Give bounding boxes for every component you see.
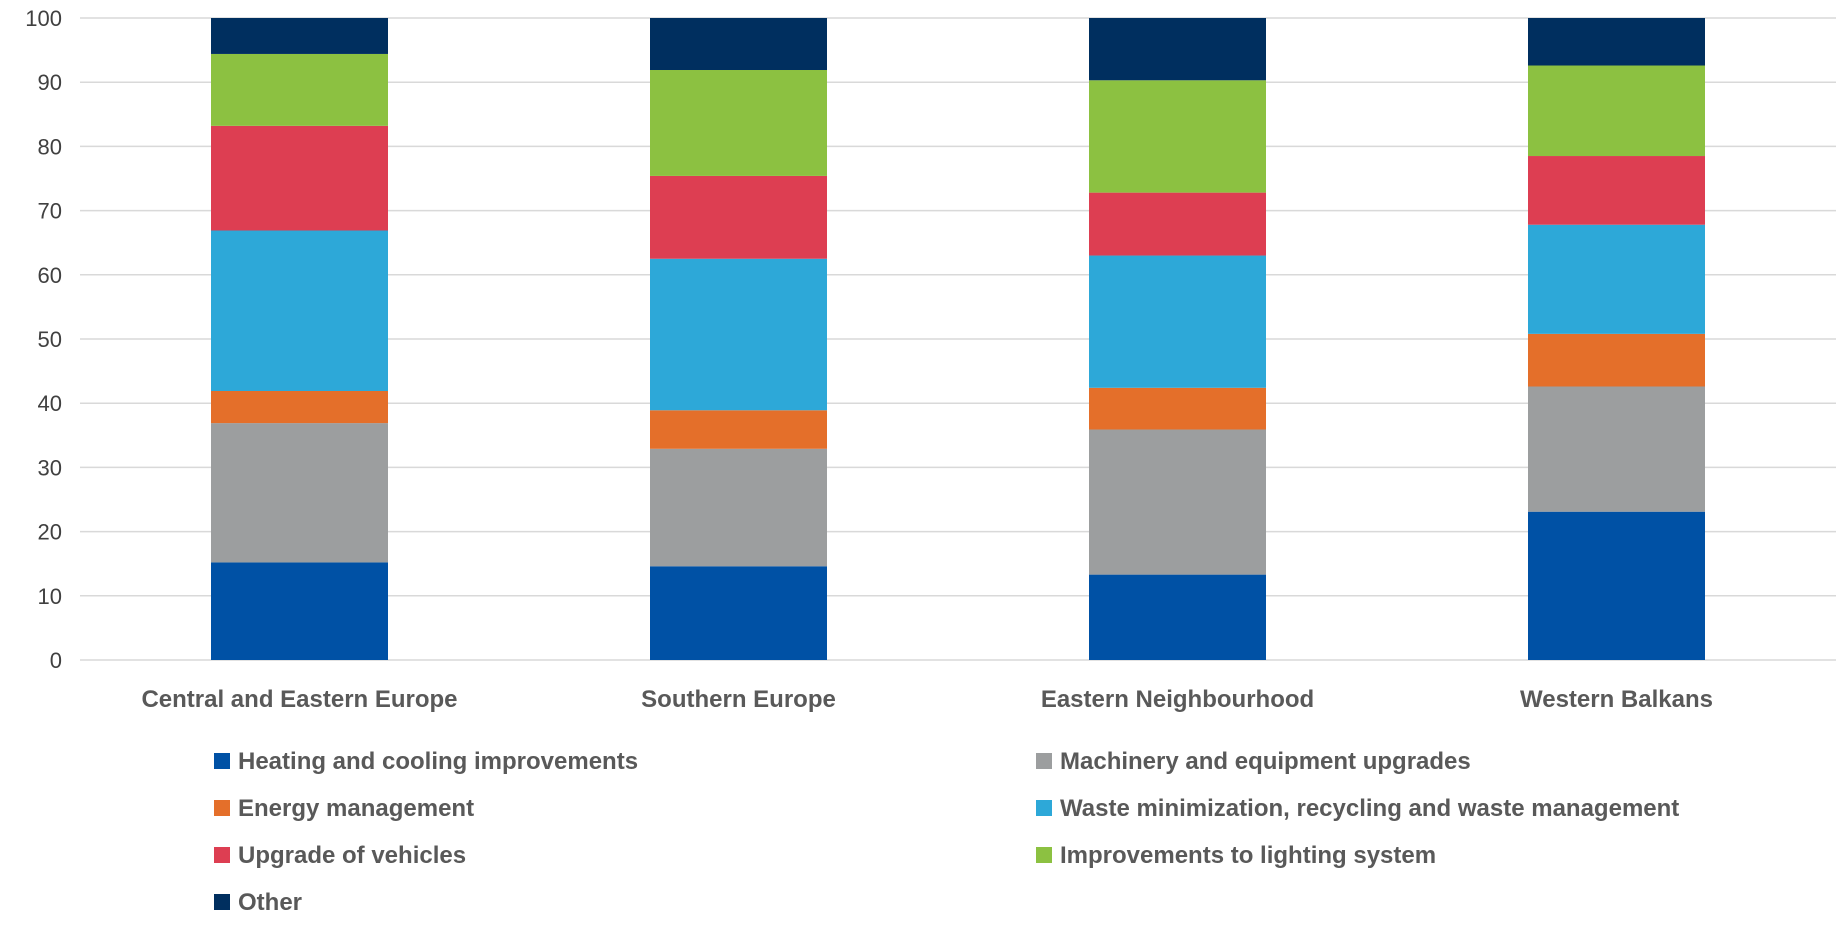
- legend-label: Waste minimization, recycling and waste …: [1060, 795, 1679, 822]
- bar-segment: [1528, 65, 1705, 157]
- legend-swatch: [1036, 800, 1052, 816]
- bar-segment: [650, 410, 827, 449]
- legend-label: Upgrade of vehicles: [238, 842, 466, 869]
- legend-swatch: [214, 847, 230, 863]
- bar-segment: [1089, 192, 1266, 256]
- bar-segment: [1089, 80, 1266, 193]
- bar-segment: [1528, 511, 1705, 660]
- bar-segment: [1089, 255, 1266, 388]
- bar-segment: [211, 423, 388, 563]
- legend: Heating and cooling improvements Machiner…: [214, 748, 1679, 916]
- x-category-label: Southern Europe: [641, 686, 836, 713]
- y-tick-label: 30: [38, 455, 62, 480]
- y-axis: 0 10 20 30 40 50 60 70 80 90 100: [25, 6, 62, 673]
- bar-segment: [1528, 224, 1705, 334]
- x-category-label: Eastern Neighbourhood: [1041, 686, 1314, 713]
- bar-segment: [650, 70, 827, 176]
- legend-swatch: [214, 894, 230, 910]
- x-category-label: Western Balkans: [1520, 686, 1713, 713]
- y-tick-label: 40: [38, 391, 62, 416]
- bar-segment: [650, 18, 827, 71]
- legend-swatch: [1036, 753, 1052, 769]
- bar-segment: [650, 258, 827, 411]
- bar-segment: [1089, 429, 1266, 575]
- legend-swatch: [214, 800, 230, 816]
- legend-swatch: [214, 753, 230, 769]
- legend-label: Heating and cooling improvements: [238, 748, 638, 775]
- x-axis: Central and Eastern Europe Southern Europ…: [141, 686, 1713, 713]
- legend-label: Other: [238, 889, 302, 916]
- legend-swatch: [1036, 847, 1052, 863]
- bar-segment: [211, 125, 388, 231]
- bar-segment: [1528, 156, 1705, 225]
- legend-label: Improvements to lighting system: [1060, 842, 1436, 869]
- bar-segment: [211, 53, 388, 126]
- bar-segment: [650, 175, 827, 259]
- bar-segment: [1528, 386, 1705, 512]
- y-tick-label: 20: [38, 520, 62, 545]
- y-tick-label: 90: [38, 70, 62, 95]
- bar-segment: [211, 391, 388, 424]
- bar-segment: [1528, 333, 1705, 387]
- bars: [211, 18, 1705, 660]
- bar-segment: [1089, 387, 1266, 430]
- bar-segment: [1089, 18, 1266, 81]
- y-tick-label: 0: [50, 648, 62, 673]
- bar-segment: [211, 562, 388, 660]
- x-category-label: Central and Eastern Europe: [141, 686, 457, 713]
- bar-segment: [1528, 18, 1705, 66]
- y-tick-label: 80: [38, 134, 62, 159]
- y-tick-label: 70: [38, 199, 62, 224]
- bar-segment: [211, 18, 388, 54]
- bar-segment: [211, 230, 388, 392]
- y-tick-label: 60: [38, 263, 62, 288]
- y-tick-label: 10: [38, 584, 62, 609]
- y-tick-label: 100: [25, 6, 62, 31]
- bar-segment: [650, 566, 827, 660]
- bar-segment: [1089, 574, 1266, 660]
- bar-segment: [650, 448, 827, 567]
- legend-label: Energy management: [238, 795, 474, 822]
- y-tick-label: 50: [38, 327, 62, 352]
- legend-label: Machinery and equipment upgrades: [1060, 748, 1471, 775]
